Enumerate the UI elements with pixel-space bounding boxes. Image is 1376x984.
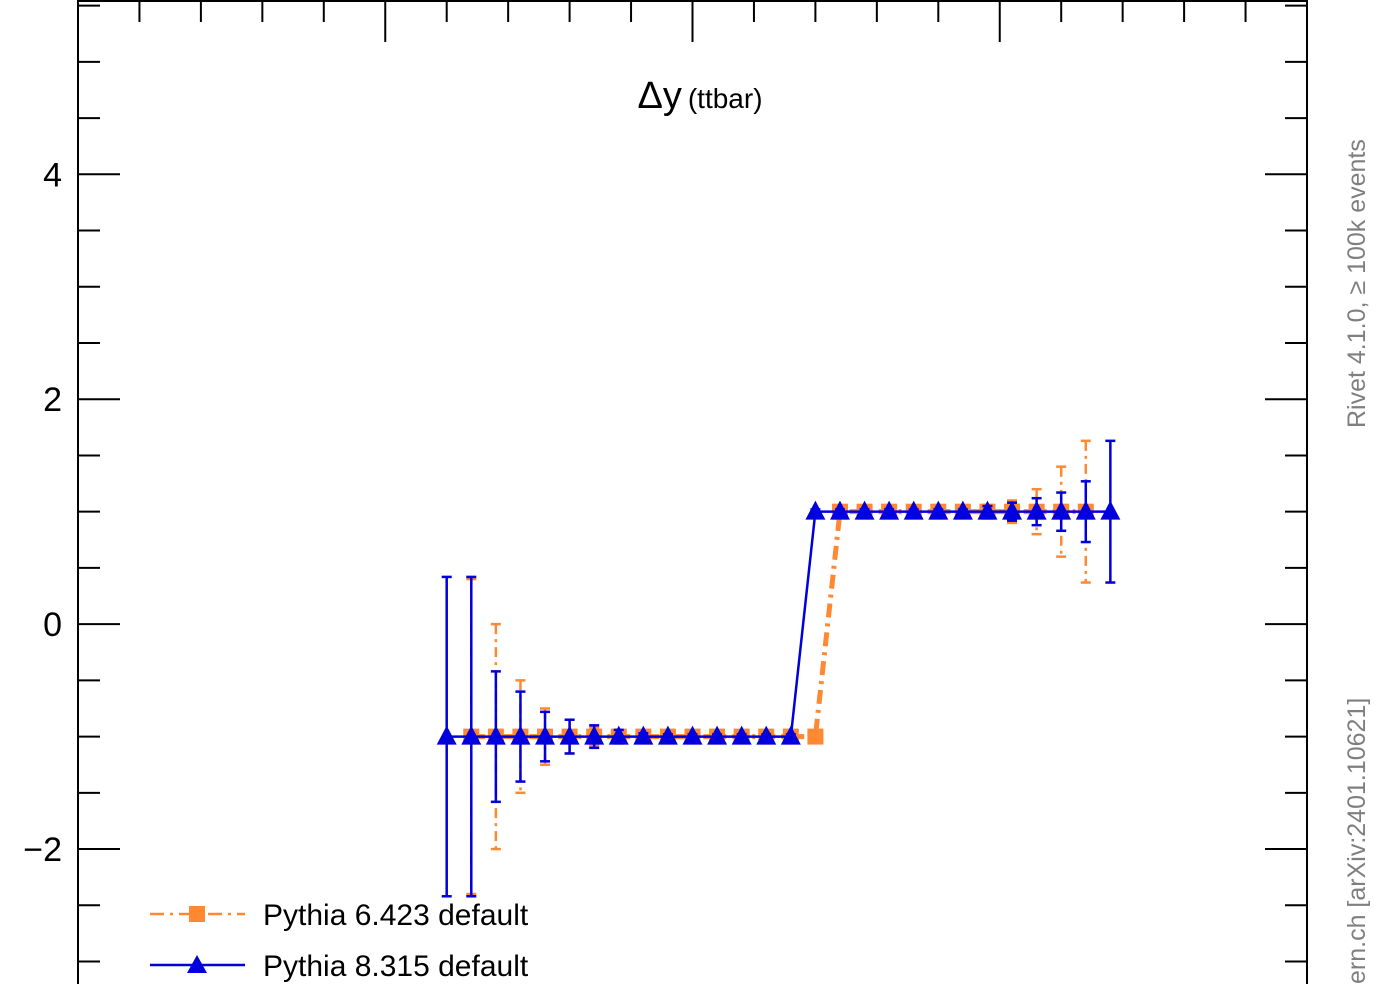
data-point (731, 725, 752, 745)
series-line (471, 509, 1086, 740)
rivet-version-text: Rivet 4.1.0, ≥ 100k events (1343, 139, 1371, 428)
data-point (854, 500, 875, 520)
y-tick-label: 0 (43, 606, 62, 644)
data-point (1026, 500, 1047, 520)
series-pythia6 (463, 439, 1094, 896)
data-point (1002, 500, 1023, 520)
data-point (461, 725, 482, 745)
data-point (510, 725, 531, 745)
data-point (1100, 500, 1121, 520)
data-point (1051, 500, 1072, 520)
data-point (682, 725, 703, 745)
legend-swatch-pythia6-marker (189, 906, 205, 922)
data-point (805, 500, 826, 520)
data-point (903, 500, 924, 520)
annotation-sub: (ttbar) (688, 83, 763, 114)
data-point (756, 725, 777, 745)
data-point (1075, 500, 1096, 520)
series-line (446, 510, 1111, 738)
legend: Pythia 6.423 default Pythia 8.315 defaul… (150, 899, 529, 983)
plot-annotation: Δy (ttbar) (637, 75, 762, 117)
data-point (485, 725, 506, 745)
series-pythia8 (436, 439, 1121, 898)
data-point (633, 725, 654, 745)
series-group (436, 439, 1121, 898)
data-point (829, 500, 850, 520)
data-point (977, 500, 998, 520)
data-point (608, 725, 629, 745)
legend-entry-pythia8: Pythia 8.315 default (150, 950, 529, 983)
legend-label-pythia8: Pythia 8.315 default (263, 950, 529, 983)
data-point (807, 728, 824, 745)
data-point (780, 725, 801, 745)
y-tick-label: −2 (23, 831, 62, 869)
legend-entry-pythia6: Pythia 6.423 default (150, 899, 529, 932)
data-point (584, 725, 605, 745)
data-point (535, 725, 556, 745)
plot-frame (77, 0, 1308, 984)
legend-label-pythia6: Pythia 6.423 default (263, 899, 529, 932)
data-point (952, 500, 973, 520)
annotation-main: Δy (637, 75, 681, 117)
axis-ticks (77, 0, 1308, 963)
data-point (559, 725, 580, 745)
y-tick-label: 4 (43, 156, 62, 194)
data-point (657, 725, 678, 745)
data-point (707, 725, 728, 745)
data-point (436, 725, 457, 745)
y-tick-labels: −2 0 2 4 (23, 156, 62, 869)
data-point (928, 500, 949, 520)
legend-swatch-pythia8-marker (187, 955, 207, 973)
arxiv-reference-text: ern.ch [arXiv:2401.10621] (1343, 698, 1371, 984)
y-tick-label: 2 (43, 381, 62, 419)
data-point (879, 500, 900, 520)
